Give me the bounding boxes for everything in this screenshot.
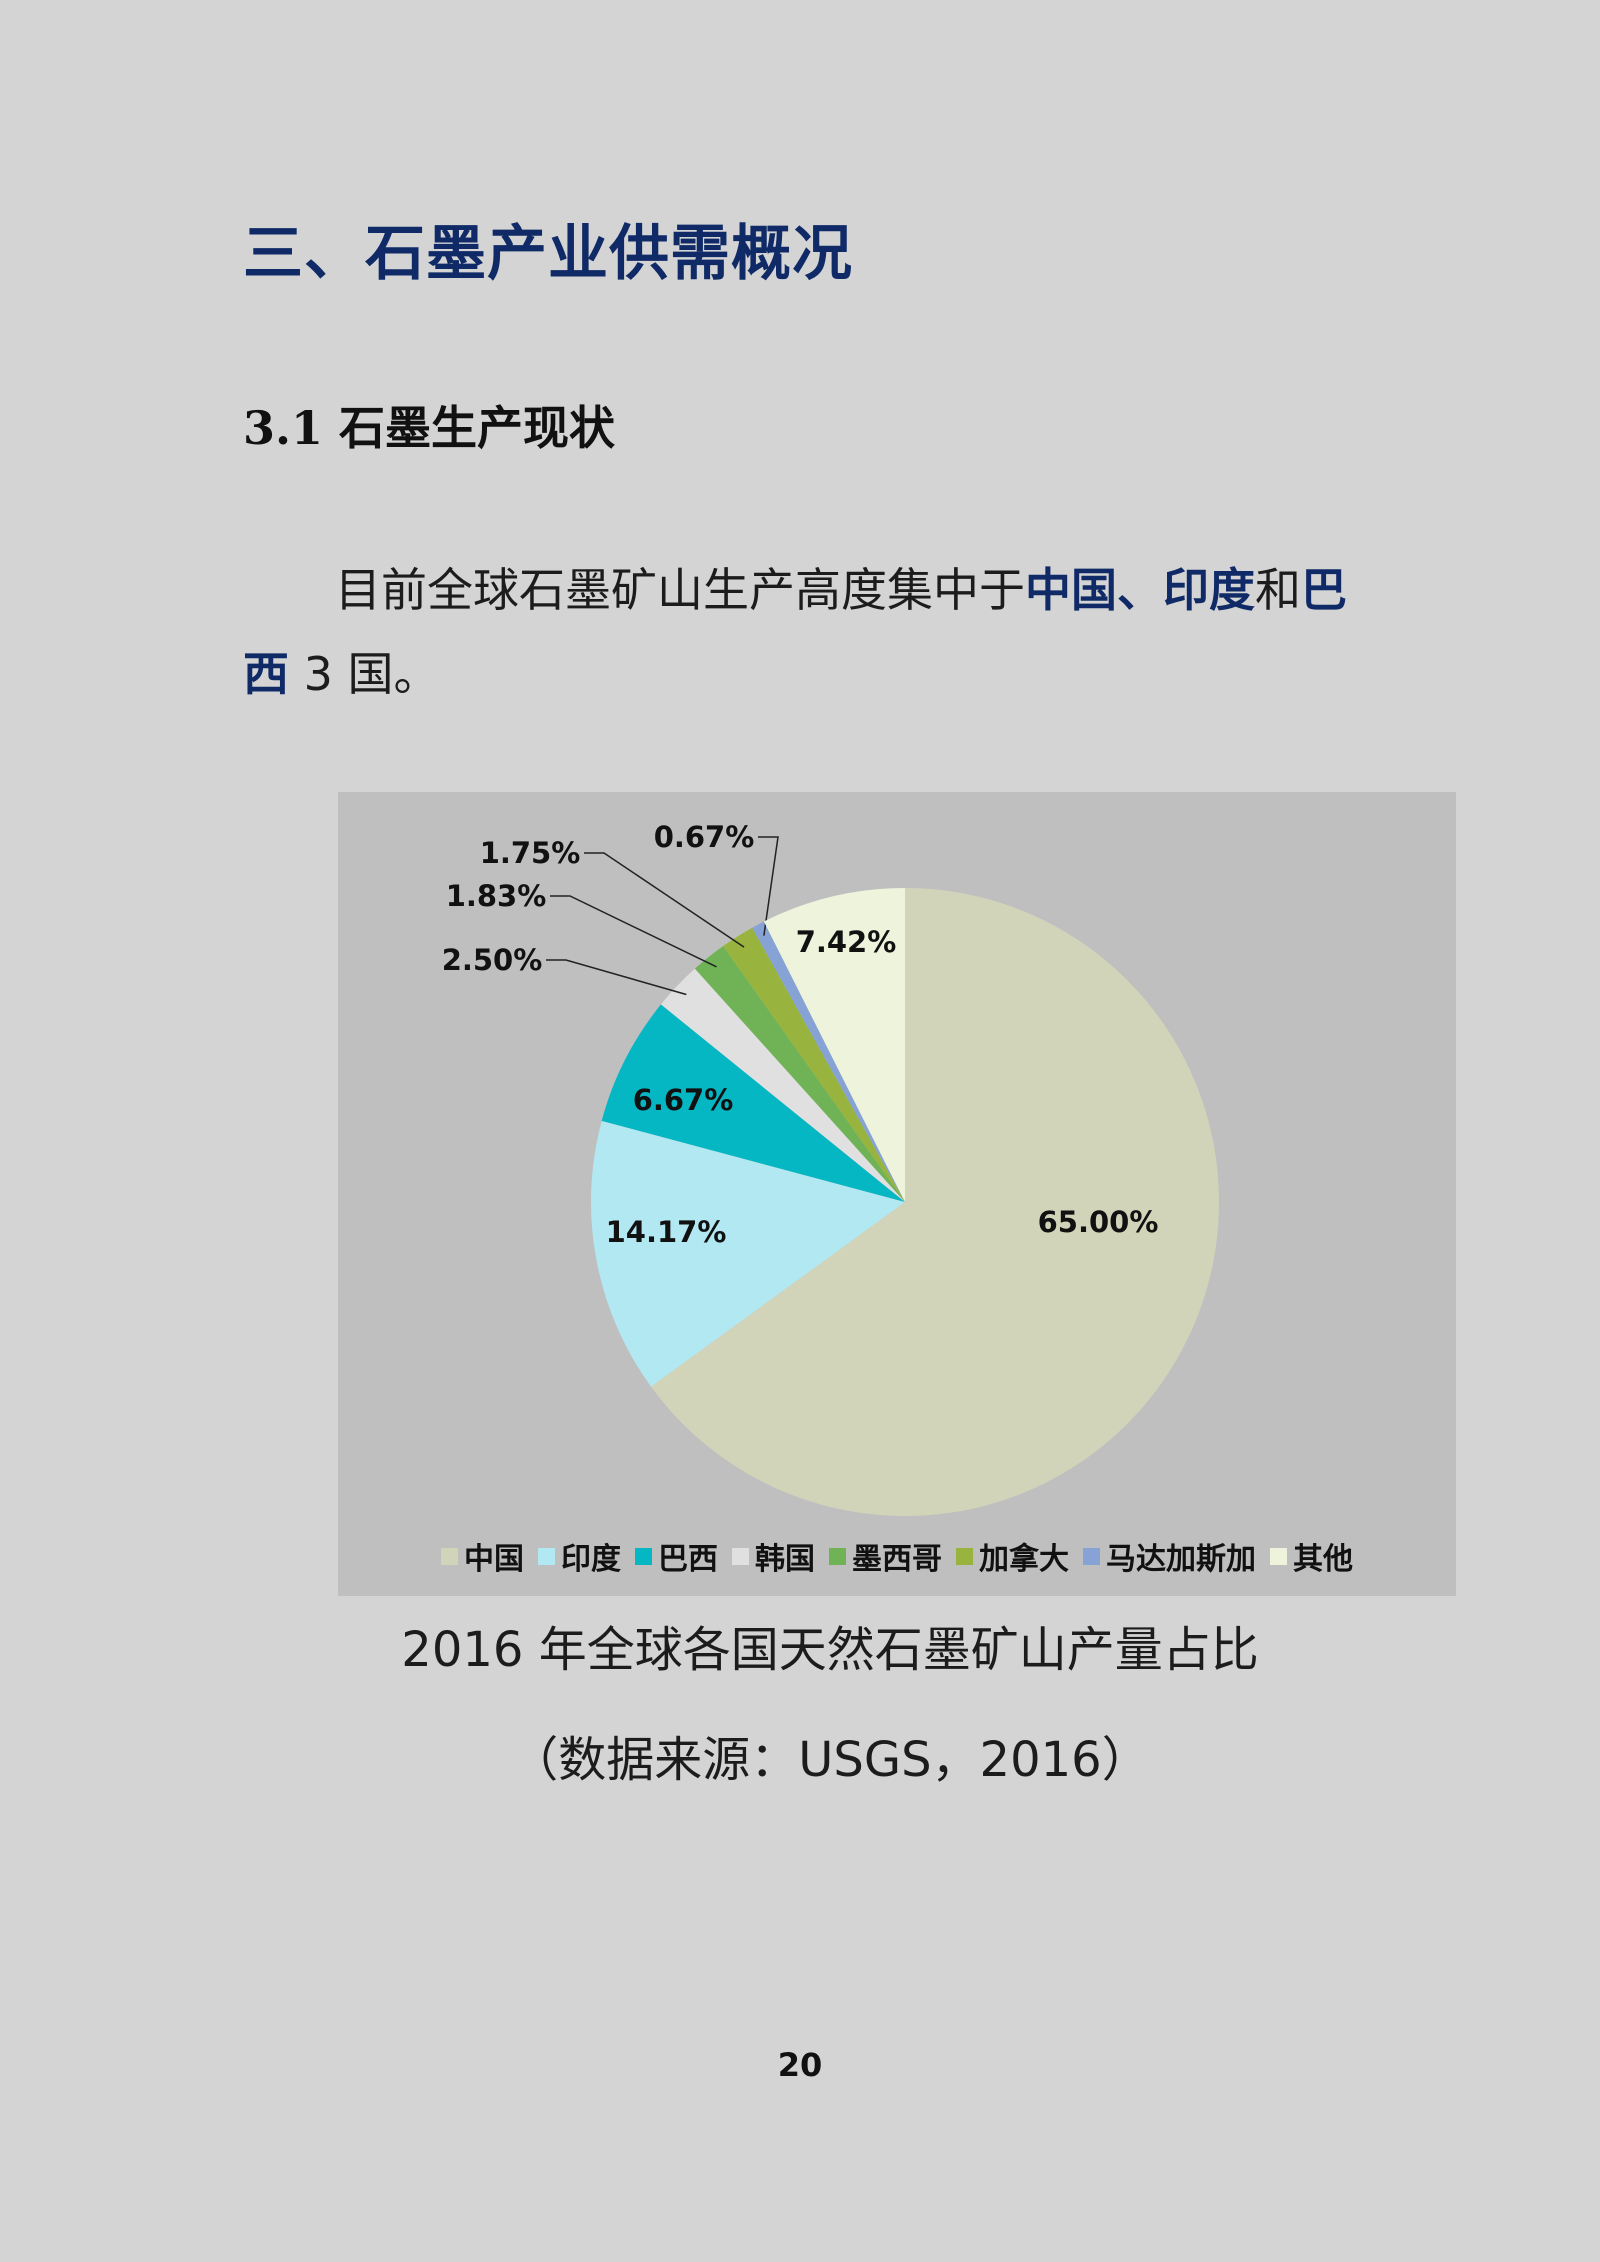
pie-slice-2 [591,1120,905,1387]
legend-item-5: 墨西哥 [829,1534,942,1578]
legend-swatch [956,1547,973,1565]
legend-item-8: 其他 [1270,1534,1353,1578]
leader-line-4 [546,959,687,996]
legend-swatch [538,1547,555,1565]
legend-item-6: 加拿大 [956,1534,1069,1578]
data-label-2: 14.17% [606,1215,727,1249]
legend-item-1: 中国 [441,1534,524,1578]
pie-slice-6 [723,927,905,1202]
legend-item-3: 巴西 [635,1534,718,1578]
legend-label: 墨西哥 [852,1542,942,1577]
highlight-china: 中国 [1025,563,1117,617]
figure-source: （数据来源：USGS，2016） [510,1732,1150,1788]
pie-slice-4 [660,968,905,1202]
leader-line-6 [584,852,745,948]
legend-swatch [1083,1547,1100,1565]
legend-label: 加拿大 [979,1542,1069,1577]
figure-caption: 2016 年全球各国天然石墨矿山产量占比 [401,1622,1259,1678]
pie-slice-7 [752,921,905,1202]
data-label-4: 2.50% [442,943,543,977]
data-label-5: 1.83% [446,879,547,913]
body-paragraph: 目前全球石墨矿山生产高度集中于中国、印度和巴西 3 国。 [243,548,1383,716]
paragraph-text-1: 目前全球石墨矿山生产高度集中于 [335,563,1025,617]
chart-legend: 中国 印度 巴西 韩国 墨西哥 加拿大 马达加斯加 其他 [338,1534,1456,1578]
data-label-1: 65.00% [1038,1205,1159,1239]
legend-item-2: 印度 [538,1534,621,1578]
legend-label: 巴西 [658,1542,718,1577]
subsection-title: 石墨生产现状 [339,401,616,455]
legend-label: 韩国 [755,1542,815,1577]
legend-swatch [829,1547,846,1565]
page-number: 20 [777,2046,823,2084]
data-label-7: 0.67% [654,820,755,854]
section-heading: 三、石墨产业供需概况 [243,219,853,289]
subsection-number: 3.1 [243,401,324,455]
legend-swatch [635,1547,652,1565]
highlight-separator: 、 [1117,563,1163,617]
highlight-brazil: 巴西 [243,563,1347,701]
subsection-heading: 3.1 石墨生产现状 [243,392,615,458]
legend-item-7: 马达加斯加 [1083,1534,1256,1578]
data-label-3: 6.67% [633,1083,734,1117]
pie-chart-panel: 65.00% 14.17% 6.67% 2.50% 1.83% 1.75% 0.67% 7.4… [338,792,1456,1596]
data-label-6: 1.75% [480,836,581,870]
paragraph-text-2: 和 [1255,563,1301,617]
legend-label: 印度 [561,1542,621,1577]
pie-slice-3 [601,1004,905,1202]
legend-swatch [732,1547,749,1565]
pie-slice-1 [651,888,1219,1516]
legend-label: 中国 [464,1542,524,1577]
legend-swatch [1270,1547,1287,1565]
pie-slice-5 [694,946,905,1202]
legend-label: 其他 [1293,1542,1353,1577]
legend-swatch [441,1547,458,1565]
paragraph-text-3: 3 国。 [289,647,440,701]
highlight-india: 印度 [1163,563,1255,617]
legend-item-4: 韩国 [732,1534,815,1578]
leader-line-5 [550,895,717,968]
data-label-8: 7.42% [796,925,897,959]
legend-label: 马达加斯加 [1106,1542,1256,1577]
pie-slice-8 [763,888,905,1202]
leader-line-7 [758,836,779,936]
pie-chart: 65.00% 14.17% 6.67% 2.50% 1.83% 1.75% 0.67% 7.4… [442,820,1219,1516]
